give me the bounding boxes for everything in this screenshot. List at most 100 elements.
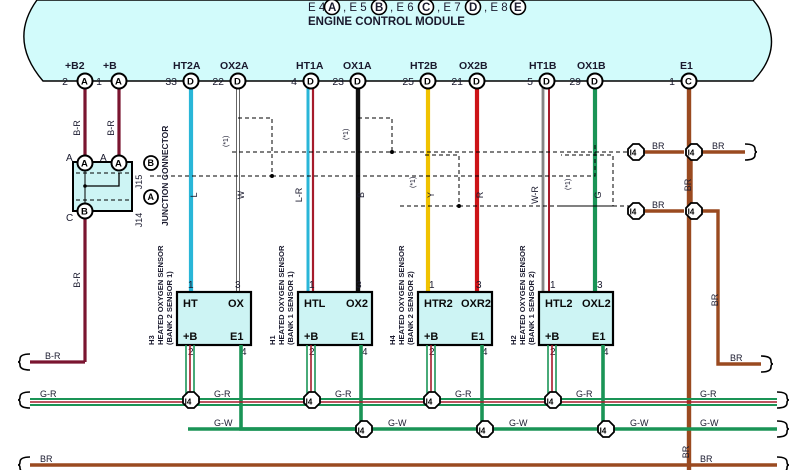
svg-text:G-R: G-R xyxy=(700,389,717,399)
svg-text:D: D xyxy=(469,2,477,14)
svg-text:A: A xyxy=(148,192,155,202)
svg-text:I4: I4 xyxy=(479,427,486,436)
svg-text:3: 3 xyxy=(235,280,241,291)
svg-text:OXR2: OXR2 xyxy=(461,298,491,310)
svg-text:A: A xyxy=(115,159,122,170)
svg-text:BR: BR xyxy=(712,141,725,151)
svg-text:C: C xyxy=(66,213,73,224)
svg-text:OX2B: OX2B xyxy=(459,60,488,72)
svg-text:G-R: G-R xyxy=(335,389,352,399)
svg-text:BR: BR xyxy=(40,454,53,464)
svg-text:I4: I4 xyxy=(630,208,637,217)
svg-text:HT1B: HT1B xyxy=(529,60,557,72)
svg-text:B: B xyxy=(375,2,383,14)
svg-text:HT2B: HT2B xyxy=(410,60,438,72)
svg-text:I4: I4 xyxy=(688,149,695,158)
svg-text:3: 3 xyxy=(597,280,603,291)
svg-text:D: D xyxy=(473,77,480,88)
svg-text:B-R: B-R xyxy=(106,120,116,136)
svg-text:R: R xyxy=(475,191,485,198)
svg-text:I4: I4 xyxy=(358,427,365,436)
svg-text:(*1): (*1) xyxy=(223,136,230,147)
svg-text:BR: BR xyxy=(683,178,693,191)
svg-text:(*1): (*1) xyxy=(565,179,572,190)
svg-text:W-R: W-R xyxy=(530,186,540,204)
svg-text:L-R: L-R xyxy=(294,187,304,202)
svg-text:ENGINE CONTROL MODULE: ENGINE CONTROL MODULE xyxy=(308,16,465,28)
svg-text:(BANK 1 SENSOR 2): (BANK 1 SENSOR 2) xyxy=(527,271,536,345)
svg-text:G-R: G-R xyxy=(40,389,57,399)
svg-text:H4: H4 xyxy=(388,335,397,345)
svg-text:BR: BR xyxy=(681,445,691,458)
svg-text:I4: I4 xyxy=(306,398,313,407)
svg-text:OX1B: OX1B xyxy=(577,60,606,72)
svg-text:I4: I4 xyxy=(185,398,192,407)
svg-text:1: 1 xyxy=(188,280,194,291)
svg-text:(*1): (*1) xyxy=(343,129,350,140)
svg-text:HEATED OXYGEN SENSOR: HEATED OXYGEN SENSOR xyxy=(518,245,527,345)
svg-text:HTL: HTL xyxy=(304,298,326,310)
svg-text:G: G xyxy=(593,191,603,198)
svg-text:I4: I4 xyxy=(426,398,433,407)
svg-text:BR: BR xyxy=(652,200,665,210)
svg-text:G-R: G-R xyxy=(455,389,472,399)
svg-text:+B: +B xyxy=(545,331,559,343)
svg-text:2: 2 xyxy=(550,347,556,358)
svg-text:OX2: OX2 xyxy=(346,298,368,310)
svg-text:C: C xyxy=(685,77,692,88)
svg-text:BR: BR xyxy=(730,353,743,363)
svg-text:(BANK 1 SENSOR 1): (BANK 1 SENSOR 1) xyxy=(286,271,295,345)
svg-text:+B: +B xyxy=(183,331,197,343)
svg-text:, E 8: , E 8 xyxy=(484,2,508,14)
svg-text:H3: H3 xyxy=(147,335,156,345)
svg-text:1: 1 xyxy=(96,76,102,88)
svg-text:E: E xyxy=(514,2,522,14)
svg-text:A: A xyxy=(328,2,336,14)
svg-text:21: 21 xyxy=(451,76,463,88)
svg-text:BR: BR xyxy=(710,293,720,306)
svg-text:E 4: E 4 xyxy=(308,2,326,14)
svg-text:, E 5: , E 5 xyxy=(343,2,367,14)
svg-text:Y: Y xyxy=(426,192,436,198)
svg-text:HT2A: HT2A xyxy=(173,60,201,72)
svg-text:OX: OX xyxy=(228,298,245,310)
svg-text:D: D xyxy=(187,77,194,88)
svg-text:A: A xyxy=(81,77,88,88)
svg-text:, E 6: , E 6 xyxy=(390,2,414,14)
svg-text:3: 3 xyxy=(476,280,482,291)
svg-text:+B: +B xyxy=(304,331,318,343)
svg-text:G-W: G-W xyxy=(509,418,528,428)
svg-text:5: 5 xyxy=(527,76,533,88)
svg-text:C: C xyxy=(422,2,430,14)
svg-text:HT1A: HT1A xyxy=(296,60,324,72)
svg-text:D: D xyxy=(424,77,431,88)
svg-text:HT: HT xyxy=(183,298,198,310)
svg-text:D: D xyxy=(591,77,598,88)
svg-text:25: 25 xyxy=(402,76,414,88)
svg-text:D: D xyxy=(234,77,241,88)
svg-text:29: 29 xyxy=(569,76,581,88)
svg-text:A: A xyxy=(81,159,88,170)
svg-text:G-R: G-R xyxy=(214,389,231,399)
svg-text:G-W: G-W xyxy=(630,418,649,428)
svg-text:B-R: B-R xyxy=(72,120,82,136)
svg-text:D: D xyxy=(354,77,361,88)
svg-text:23: 23 xyxy=(332,76,344,88)
svg-text:W: W xyxy=(236,190,246,199)
svg-text:A: A xyxy=(115,77,122,88)
svg-text:J14: J14 xyxy=(134,213,144,228)
svg-text:1: 1 xyxy=(309,280,315,291)
svg-text:2: 2 xyxy=(429,347,435,358)
svg-text:A: A xyxy=(100,153,107,164)
svg-text:3: 3 xyxy=(356,280,362,291)
svg-text:G-R: G-R xyxy=(576,389,593,399)
svg-text:E1: E1 xyxy=(592,331,605,343)
svg-text:D: D xyxy=(307,77,314,88)
svg-text:2: 2 xyxy=(309,347,315,358)
svg-text:1: 1 xyxy=(429,280,435,291)
svg-text:4: 4 xyxy=(291,76,297,88)
svg-text:B: B xyxy=(356,192,366,198)
svg-text:B-R: B-R xyxy=(45,351,61,361)
svg-text:(BANK 2 SENSOR 2): (BANK 2 SENSOR 2) xyxy=(406,271,415,345)
svg-text:HEATED OXYGEN SENSOR: HEATED OXYGEN SENSOR xyxy=(277,245,286,345)
